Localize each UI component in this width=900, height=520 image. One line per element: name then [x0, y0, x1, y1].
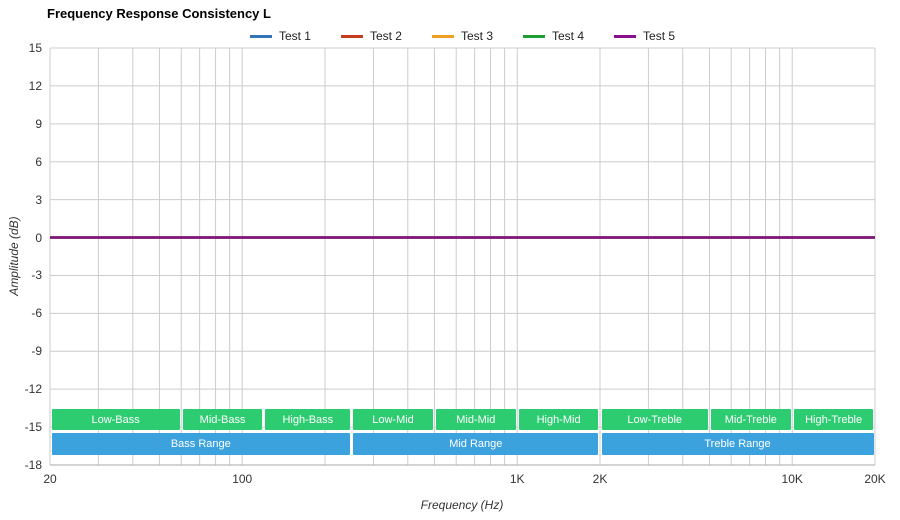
x-tick-label: 10K — [781, 472, 803, 486]
legend-label: Test 1 — [278, 29, 311, 43]
legend-line-swatch — [340, 34, 363, 38]
sub-band-low-bass: Low-Bass — [51, 409, 180, 430]
sub-band-mid-bass: Mid-Bass — [182, 409, 263, 430]
y-tick-label: -18 — [24, 458, 42, 472]
legend-line-swatch — [523, 34, 545, 38]
x-tick-label: 20 — [43, 472, 57, 486]
legend-item-test-1[interactable]: Test 1 — [249, 29, 311, 43]
y-tick-label: 0 — [35, 230, 42, 245]
sub-band-high-bass: High-Bass — [265, 409, 351, 430]
x-tick-label: 1K — [509, 472, 525, 486]
legend-label: Test 5 — [643, 29, 676, 43]
sub-band-low-mid: Low-Mid — [353, 409, 433, 430]
y-tick-label: 6 — [35, 154, 42, 169]
y-tick-label: 15 — [28, 41, 42, 55]
y-tick-label: -9 — [31, 344, 42, 359]
y-tick-label: -12 — [24, 382, 42, 397]
y-tick-label: 9 — [35, 116, 42, 131]
main-band-treble-range: Treble Range — [601, 433, 874, 455]
sub-band-mid-treble: Mid-Treble — [710, 409, 791, 430]
x-axis-title: Frequency (Hz) — [420, 498, 504, 512]
legend-item-test-3[interactable]: Test 3 — [431, 29, 493, 43]
legend-line-swatch — [249, 34, 272, 38]
y-tick-label: 3 — [35, 192, 42, 207]
legend-line-swatch — [431, 34, 454, 38]
legend-label: Test 2 — [369, 29, 402, 43]
y-tick-label: 12 — [28, 78, 42, 93]
sub-band-low-treble: Low-Treble — [601, 409, 708, 430]
main-band-bass-range: Bass Range — [51, 433, 351, 455]
y-tick-label: -3 — [31, 268, 42, 283]
legend: Test 1 Test 2 Test 3 Test 4 Test 5 — [50, 27, 875, 45]
legend-item-test-2[interactable]: Test 2 — [340, 29, 402, 43]
x-tick-label: 100 — [232, 472, 253, 486]
y-tick-label: -15 — [24, 420, 42, 435]
legend-label: Test 4 — [552, 29, 585, 43]
legend-item-test-5[interactable]: Test 5 — [614, 29, 675, 43]
y-tick-label: -6 — [31, 306, 42, 321]
x-tick-label: 2K — [592, 472, 608, 486]
y-axis-title: Amplitude (dB) — [7, 216, 21, 296]
x-tick-label: 20K — [864, 472, 886, 486]
sub-band-high-treble: High-Treble — [793, 409, 874, 430]
legend-label: Test 3 — [460, 29, 493, 43]
sub-band-high-mid: High-Mid — [518, 409, 599, 430]
sub-band-mid-mid: Mid-Mid — [435, 409, 516, 430]
legend-line-swatch — [614, 34, 637, 38]
main-band-mid-range: Mid Range — [353, 433, 599, 455]
legend-item-test-4[interactable]: Test 4 — [523, 29, 584, 43]
chart-title: Frequency Response Consistency L — [47, 6, 271, 21]
